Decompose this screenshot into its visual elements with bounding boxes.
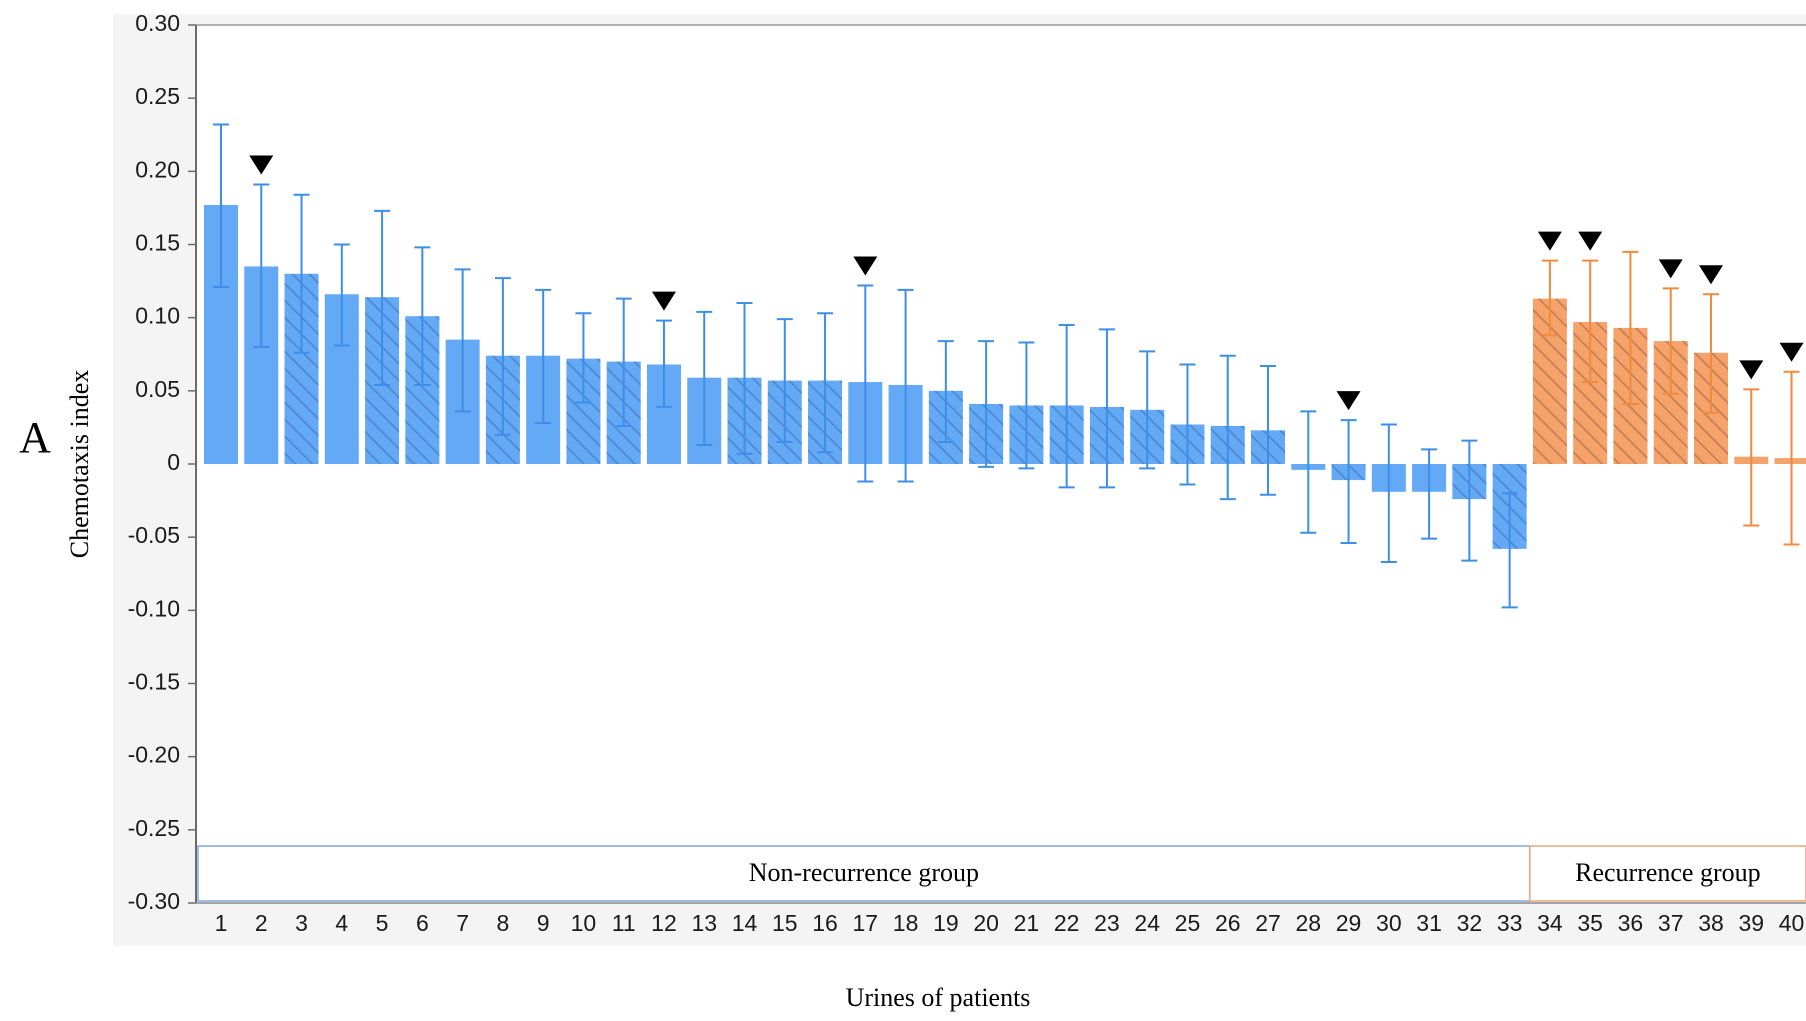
- x-tick-label: 6: [416, 910, 429, 936]
- y-axis-ticks: 0.30 0.25 0.20 0.15 0.10 0.05 0 -0.05 -0.10 -0.15…: [128, 10, 196, 914]
- x-tick-label: 40: [1779, 910, 1805, 936]
- x-tick-label: 1: [215, 910, 228, 936]
- x-tick-label: 35: [1577, 910, 1603, 936]
- marker-triangle: [1578, 231, 1603, 251]
- x-tick-label: 27: [1255, 910, 1281, 936]
- y-tick-label: -0.05: [128, 522, 180, 548]
- x-tick-label: 10: [571, 910, 597, 936]
- x-tick-label: 3: [295, 910, 308, 936]
- x-tick-label: 24: [1134, 910, 1160, 936]
- markers: [249, 155, 1804, 411]
- x-tick-label: 32: [1457, 910, 1483, 936]
- x-tick-label: 36: [1618, 910, 1644, 936]
- marker-triangle: [651, 291, 676, 311]
- x-tick-label: 22: [1054, 910, 1080, 936]
- marker-triangle: [1739, 360, 1764, 380]
- x-tick-label: 19: [933, 910, 959, 936]
- x-tick-label: 7: [456, 910, 469, 936]
- y-tick-label: 0.20: [135, 156, 180, 182]
- x-tick-label: 4: [335, 910, 348, 936]
- x-tick-label: 14: [732, 910, 758, 936]
- x-tick-label: 17: [853, 910, 879, 936]
- x-tick-label: 8: [496, 910, 509, 936]
- group-label: Recurrence group: [1575, 858, 1761, 887]
- x-tick-label: 33: [1497, 910, 1523, 936]
- x-tick-label: 30: [1376, 910, 1402, 936]
- marker-triangle: [853, 256, 878, 276]
- x-tick-label: 25: [1175, 910, 1201, 936]
- y-tick-label: 0.30: [135, 10, 180, 36]
- x-tick-label: 39: [1738, 910, 1764, 936]
- x-tick-label: 31: [1416, 910, 1442, 936]
- marker-triangle: [1658, 259, 1683, 279]
- y-tick-label: -0.20: [128, 742, 180, 768]
- y-tick-label: -0.25: [128, 815, 180, 841]
- marker-triangle: [1336, 391, 1361, 411]
- x-axis-ticks: 1 2 3 4 5 6 7 8 9 10 11 12 13 14 15 16 17 18 19 20 21 22 23 24 2…: [215, 910, 1805, 936]
- y-tick-label: 0.15: [135, 230, 180, 256]
- y-tick-label: 0.25: [135, 83, 180, 109]
- x-tick-label: 12: [651, 910, 677, 936]
- x-tick-label: 37: [1658, 910, 1684, 936]
- group-label: Non-recurrence group: [749, 858, 979, 887]
- marker-triangle: [1779, 342, 1804, 362]
- x-tick-label: 13: [691, 910, 717, 936]
- y-tick-label: -0.10: [128, 595, 180, 621]
- x-tick-label: 29: [1336, 910, 1362, 936]
- y-tick-label: -0.30: [128, 888, 180, 914]
- x-axis-title: Urines of patients: [846, 983, 1031, 1012]
- y-axis-title: Chemotaxis index: [65, 370, 94, 558]
- x-tick-label: 16: [812, 910, 838, 936]
- x-tick-label: 28: [1295, 910, 1321, 936]
- panel-label: A: [19, 413, 51, 462]
- group-boxes: Non-recurrence group Recurrence group: [197, 845, 1806, 902]
- y-tick-label: 0.10: [135, 303, 180, 329]
- bar: [1774, 458, 1806, 464]
- marker-triangle: [1698, 265, 1723, 285]
- x-tick-label: 34: [1537, 910, 1563, 936]
- marker-triangle: [249, 155, 274, 175]
- x-tick-label: 11: [612, 910, 636, 936]
- x-tick-label: 20: [973, 910, 999, 936]
- y-tick-label: 0.05: [135, 376, 180, 402]
- x-tick-label: 9: [537, 910, 550, 936]
- x-tick-label: 38: [1698, 910, 1724, 936]
- x-tick-label: 2: [255, 910, 268, 936]
- x-tick-label: 5: [376, 910, 389, 936]
- x-tick-label: 18: [893, 910, 919, 936]
- x-tick-label: 21: [1014, 910, 1040, 936]
- group-box: [1529, 845, 1806, 902]
- y-tick-label: 0: [167, 449, 180, 475]
- x-tick-label: 26: [1215, 910, 1241, 936]
- y-tick-label: -0.15: [128, 669, 180, 695]
- x-tick-label: 23: [1094, 910, 1120, 936]
- error-bars: [213, 123, 1800, 609]
- x-tick-label: 15: [772, 910, 798, 936]
- marker-triangle: [1537, 231, 1562, 251]
- group-box: [197, 845, 1531, 902]
